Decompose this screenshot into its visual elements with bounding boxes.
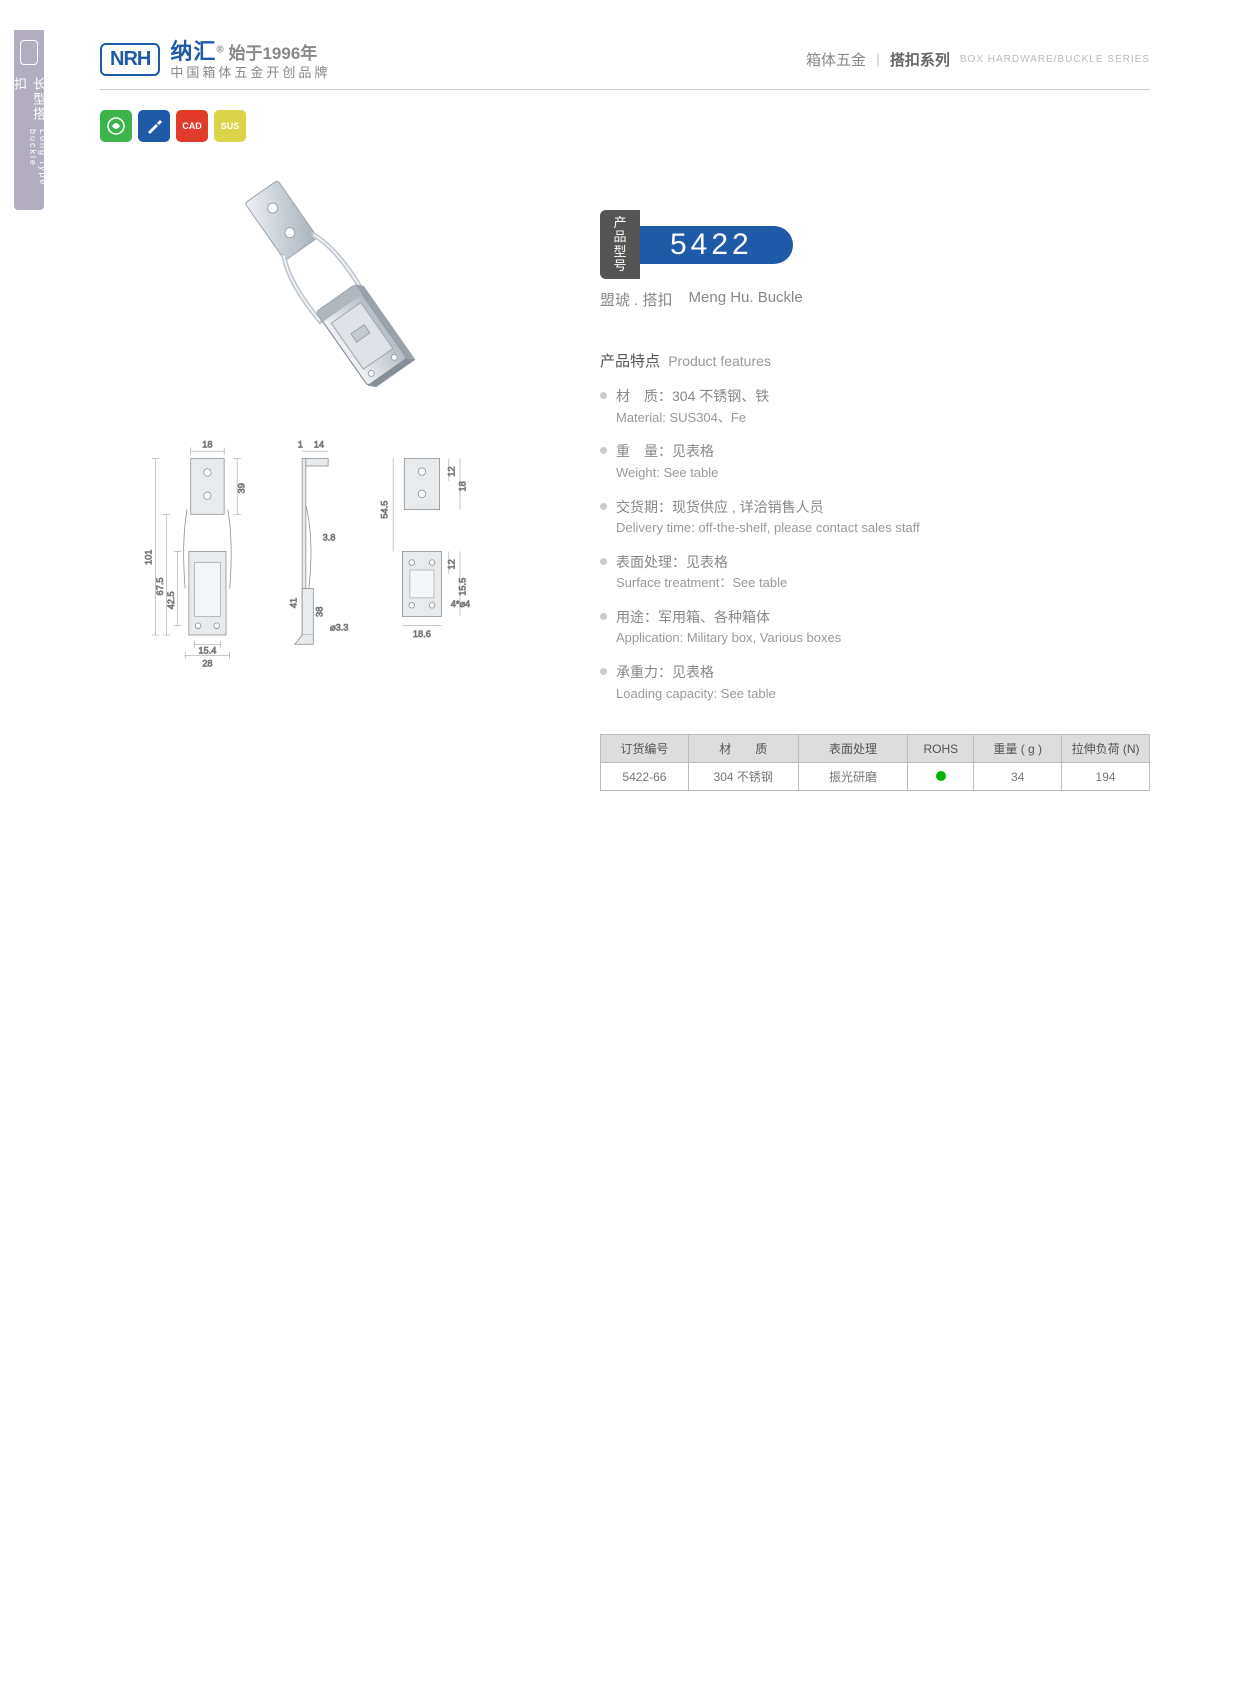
spec-header: 重量 ( g ) xyxy=(974,735,1062,763)
svg-text:15.4: 15.4 xyxy=(198,646,216,656)
features-list: 材 质：304 不锈钢、铁Material: SUS304、Fe 重 量：见表格W… xyxy=(600,385,1150,704)
spec-header: 拉伸负荷 (N) xyxy=(1062,735,1150,763)
main-content: 18 101 67.5 42.5 39 15.4 28 xyxy=(100,160,1150,791)
page-header: NRH 纳汇® 始于1996年 中国箱体五金开创品牌 箱体五金 | 搭扣系列 B… xyxy=(100,30,1150,90)
brand-logo: NRH xyxy=(100,43,160,76)
spec-table: 订货编号材 质表面处理ROHS重量 ( g )拉伸负荷 (N) 5422-663… xyxy=(600,734,1150,791)
logo-block: NRH 纳汇® 始于1996年 中国箱体五金开创品牌 xyxy=(100,39,330,81)
svg-text:54.5: 54.5 xyxy=(380,501,390,519)
features-heading: 产品特点 Product features xyxy=(600,350,1150,371)
product-number-row: 产品 型号 5422 xyxy=(600,210,1150,279)
product-number: 5422 xyxy=(640,226,793,264)
badge-cad: CAD xyxy=(176,110,208,142)
svg-text:⌀3.3: ⌀3.3 xyxy=(330,622,348,632)
side-tab-cn: 长型搭扣 xyxy=(10,77,48,125)
spec-cell: 34 xyxy=(974,763,1062,791)
brand-line1: 纳汇® 始于1996年 xyxy=(170,39,330,65)
spec-cell: 194 xyxy=(1062,763,1150,791)
feature-item: 用途：军用箱、各种箱体Application: Military box, Va… xyxy=(600,606,1150,649)
crumb-2: 搭扣系列 xyxy=(890,49,950,70)
svg-text:15.5: 15.5 xyxy=(458,578,468,596)
rohs-dot xyxy=(936,771,946,781)
brand-tagline: 中国箱体五金开创品牌 xyxy=(170,65,330,81)
breadcrumb: 箱体五金 | 搭扣系列 BOX HARDWARE/BUCKLE SERIES xyxy=(806,49,1150,70)
spec-cell xyxy=(908,763,974,791)
product-name-en: Meng Hu. Buckle xyxy=(689,289,803,310)
spec-header: 订货编号 xyxy=(601,735,689,763)
right-column: 产品 型号 5422 盟琥 . 搭扣 Meng Hu. Buckle 产品特点 … xyxy=(560,160,1150,791)
svg-text:18: 18 xyxy=(202,440,212,449)
svg-text:14: 14 xyxy=(314,440,324,449)
product-number-label: 产品 型号 xyxy=(600,210,640,279)
crumb-en: BOX HARDWARE/BUCKLE SERIES xyxy=(960,54,1150,65)
svg-text:12: 12 xyxy=(446,559,456,569)
feature-item: 重 量：见表格Weight: See table xyxy=(600,440,1150,483)
product-name: 盟琥 . 搭扣 Meng Hu. Buckle xyxy=(600,289,1150,310)
spec-row: 5422-66304 不锈钢振光研磨 34194 xyxy=(601,763,1150,791)
svg-text:41: 41 xyxy=(289,598,299,608)
svg-text:38: 38 xyxy=(315,607,325,617)
feature-item: 交货期：现货供应 , 详洽销售人员Delivery time: off-the-… xyxy=(600,496,1150,539)
svg-text:28: 28 xyxy=(202,659,212,669)
badge-tool xyxy=(138,110,170,142)
side-tab-text: 长型搭扣 Long type buckle xyxy=(10,77,48,210)
svg-text:12: 12 xyxy=(446,466,456,476)
technical-drawing: 18 101 67.5 42.5 39 15.4 28 xyxy=(100,440,560,700)
crumb-1: 箱体五金 xyxy=(806,49,866,70)
spec-cell: 304 不锈钢 xyxy=(688,763,798,791)
left-column: 18 101 67.5 42.5 39 15.4 28 xyxy=(100,160,560,791)
side-category-tab: 长型搭扣 Long type buckle xyxy=(14,30,44,210)
spec-cell: 振光研磨 xyxy=(798,763,908,791)
svg-text:101: 101 xyxy=(144,550,154,565)
spec-header: 材 质 xyxy=(688,735,798,763)
svg-text:1: 1 xyxy=(298,440,303,449)
svg-text:3.8: 3.8 xyxy=(323,532,336,542)
product-name-cn: 盟琥 . 搭扣 xyxy=(600,289,673,310)
badge-eco xyxy=(100,110,132,142)
svg-text:18.6: 18.6 xyxy=(413,629,431,639)
product-render xyxy=(100,160,560,420)
side-tab-en: Long type buckle xyxy=(10,129,48,210)
feature-item: 表面处理：见表格Surface treatment：See table xyxy=(600,551,1150,594)
side-tab-icon xyxy=(20,40,38,65)
spec-cell: 5422-66 xyxy=(601,763,689,791)
badge-sus: SUS xyxy=(214,110,246,142)
svg-text:39: 39 xyxy=(237,483,247,493)
feature-item: 材 质：304 不锈钢、铁Material: SUS304、Fe xyxy=(600,385,1150,428)
svg-text:4*⌀4: 4*⌀4 xyxy=(451,599,471,609)
svg-text:67.5: 67.5 xyxy=(155,577,165,595)
badge-row: CAD SUS xyxy=(100,110,246,142)
svg-text:42.5: 42.5 xyxy=(166,591,176,609)
spec-header: 表面处理 xyxy=(798,735,908,763)
svg-text:18: 18 xyxy=(458,481,468,491)
spec-header: ROHS xyxy=(908,735,974,763)
feature-item: 承重力：见表格Loading capacity: See table xyxy=(600,661,1150,704)
